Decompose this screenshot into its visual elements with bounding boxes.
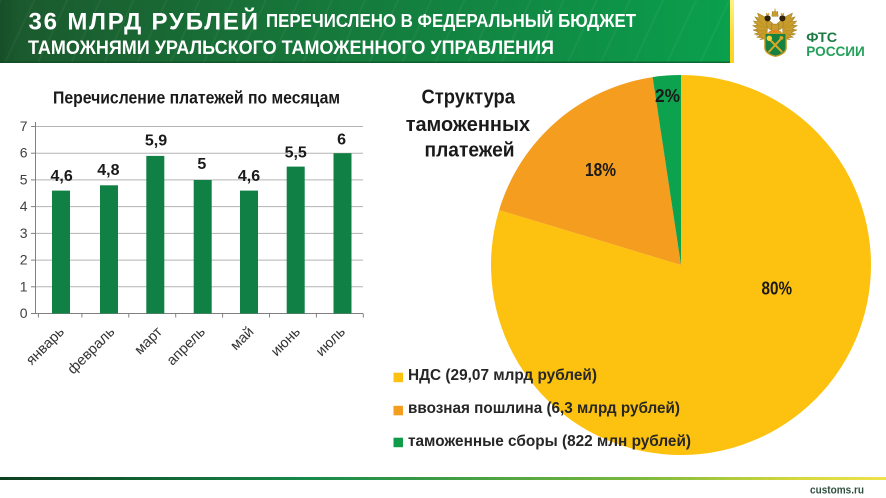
svg-text:4: 4 [20,198,28,214]
svg-text:НДС (29,07 млрд рублей): НДС (29,07 млрд рублей) [408,367,597,384]
svg-text:апрель: апрель [164,324,209,369]
svg-text:2%: 2% [655,86,680,106]
svg-text:80%: 80% [762,279,793,299]
svg-text:платежей: платежей [425,139,515,161]
svg-text:4,6: 4,6 [238,168,260,185]
svg-text:ввозная пошлина (6,3 млрд рубл: ввозная пошлина (6,3 млрд рублей) [408,400,680,417]
svg-text:0: 0 [20,305,28,321]
svg-text:Структура: Структура [422,87,516,109]
svg-text:7: 7 [20,118,28,134]
svg-text:3: 3 [20,225,28,241]
svg-text:6: 6 [20,145,28,161]
svg-text:январь: январь [23,324,68,369]
svg-text:март: март [132,324,166,358]
svg-text:таможенные сборы (822 млн рубл: таможенные сборы (822 млн рублей) [408,433,691,450]
svg-text:ПЕРЕЧИСЛЕНО В ФЕДЕРАЛЬНЫЙ БЮДЖ: ПЕРЕЧИСЛЕНО В ФЕДЕРАЛЬНЫЙ БЮДЖЕТ [266,10,636,31]
svg-text:18%: 18% [585,160,616,180]
svg-text:2: 2 [20,252,28,268]
svg-text:февраль: февраль [65,324,119,378]
svg-text:4,6: 4,6 [50,168,72,185]
svg-text:июль: июль [313,324,349,360]
svg-text:ФТС: ФТС [806,29,837,45]
svg-text:июнь: июнь [268,324,304,360]
svg-text:ТАМОЖНЯМИ УРАЛЬСКОГО ТАМОЖЕННО: ТАМОЖНЯМИ УРАЛЬСКОГО ТАМОЖЕННОГО УПРАВЛЕ… [28,37,554,59]
svg-text:май: май [228,324,258,354]
svg-text:36 МЛРД РУБЛЕЙ: 36 МЛРД РУБЛЕЙ [29,7,259,35]
svg-text:Перечисление платежей по месяц: Перечисление платежей по месяцам [53,88,340,108]
svg-text:4,8: 4,8 [97,162,119,179]
svg-text:5: 5 [20,171,28,187]
svg-text:6: 6 [337,131,346,148]
svg-text:5,9: 5,9 [145,132,167,149]
svg-text:5: 5 [197,156,206,173]
svg-text:1: 1 [20,278,28,294]
svg-text:РОССИИ: РОССИИ [806,43,865,59]
svg-text:5,5: 5,5 [285,145,307,162]
svg-text:таможенных: таможенных [406,114,530,136]
svg-text:customs.ru: customs.ru [810,485,864,497]
